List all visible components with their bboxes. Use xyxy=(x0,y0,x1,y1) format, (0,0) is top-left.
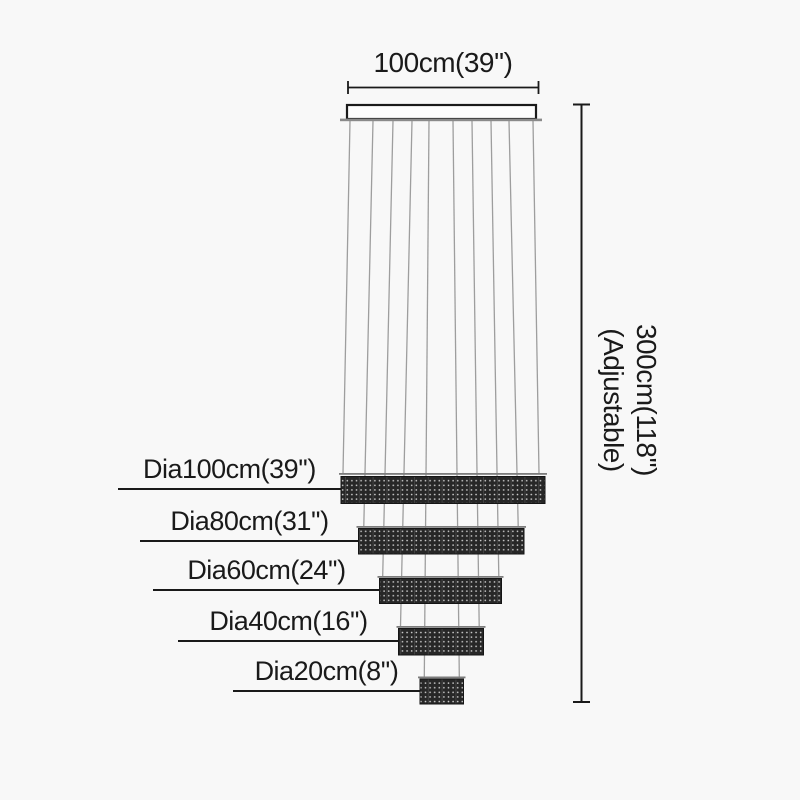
tier-label-40cm: Dia40cm(16'') xyxy=(209,606,368,636)
tier-ring-20cm xyxy=(418,676,466,705)
tier-callout-80cm: Dia80cm(31'') xyxy=(140,502,359,542)
wire xyxy=(532,120,540,474)
tier-label-80cm: Dia80cm(31'') xyxy=(170,506,329,536)
tier-rim xyxy=(396,626,486,628)
wire xyxy=(508,120,519,527)
tier-rim xyxy=(377,576,504,578)
tier-crystal-band xyxy=(379,578,502,604)
tier-label-60cm: Dia60cm(24'') xyxy=(187,555,346,585)
tier-rim xyxy=(356,526,526,528)
tier-ring-80cm xyxy=(356,526,526,555)
tier-callout-60cm: Dia60cm(24'') xyxy=(153,551,380,591)
tier-rim xyxy=(418,676,466,679)
tier-crystal-band xyxy=(358,528,525,555)
tier-ring-40cm xyxy=(396,626,486,656)
tier-rim xyxy=(339,473,547,475)
height-dimension-line xyxy=(573,103,590,703)
tier-ring-100cm xyxy=(339,473,547,504)
tier-ring-60cm xyxy=(377,576,504,604)
height-dimension-label: 300cm(118'') (Adjustable) xyxy=(597,300,663,500)
height-adjustable-note: (Adjustable) xyxy=(598,328,629,472)
tier-callout-20cm: Dia20cm(8'') xyxy=(233,652,420,692)
width-dimension-label: 100cm(39'') xyxy=(373,47,513,78)
wire xyxy=(342,120,351,474)
height-dimension-value: 300cm(118'') xyxy=(631,323,662,477)
tier-crystal-band xyxy=(340,476,546,504)
width-dimension-line xyxy=(347,81,540,94)
tier-label-20cm: Dia20cm(8'') xyxy=(254,656,399,686)
tier-crystal-band xyxy=(398,628,484,656)
tier-crystal-band xyxy=(419,678,464,705)
tier-callout-100cm: Dia100cm(39'') xyxy=(118,450,341,490)
canopy-base-bar xyxy=(340,118,542,122)
wire xyxy=(382,120,394,577)
canopy-plate xyxy=(345,103,538,121)
wire xyxy=(363,120,374,527)
wire xyxy=(490,120,500,577)
tier-label-100cm: Dia100cm(39'') xyxy=(143,454,316,484)
ceiling-canopy xyxy=(340,103,542,122)
tier-callout-40cm: Dia40cm(16'') xyxy=(178,602,399,642)
